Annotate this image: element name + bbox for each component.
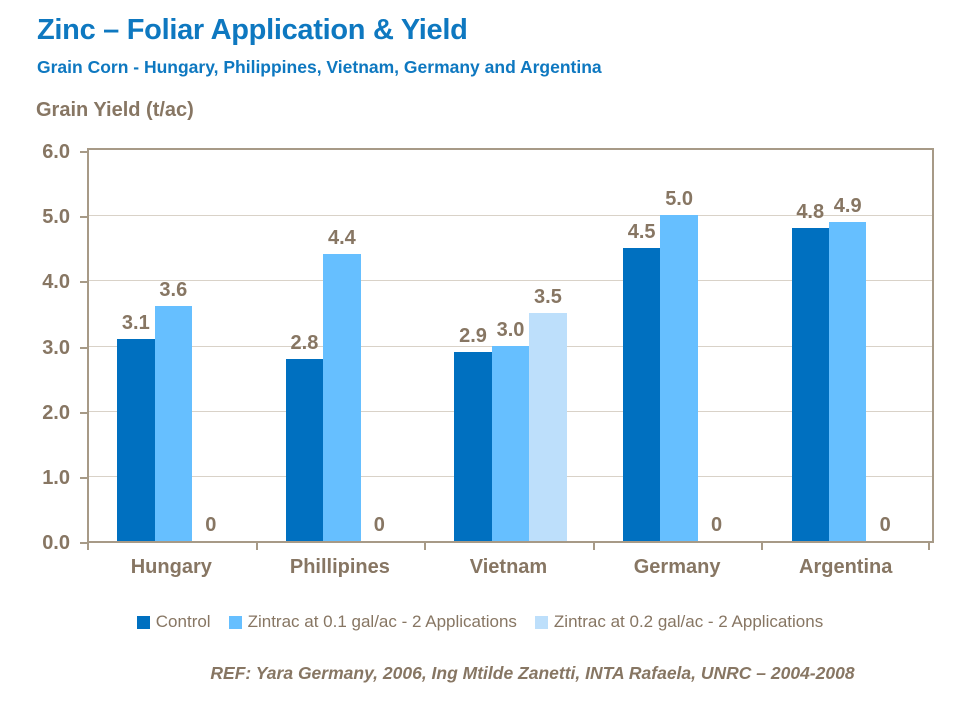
bar-value-label: 0 xyxy=(205,514,217,536)
y-tick-label: 0.0 xyxy=(42,532,70,554)
legend-item-3: Zintrac at 0.2 gal/ac - 2 Applications xyxy=(534,612,824,632)
y-tick-label: 6.0 xyxy=(42,141,70,163)
legend-swatch-icon xyxy=(534,615,548,629)
y-axis: 0.0 1.0 2.0 3.0 4.0 5.0 6.0 xyxy=(0,141,87,554)
x-tick-mark xyxy=(592,543,595,550)
y-tick-mark xyxy=(80,476,87,479)
bar-value-label: 0 xyxy=(373,514,385,536)
y-tick-mark xyxy=(80,216,87,219)
y-tick-label: 4.0 xyxy=(42,271,70,294)
bar-value-label: 0 xyxy=(879,514,891,536)
bar-value-label: 3.0 xyxy=(496,318,525,341)
category-label-hungary: Hungary xyxy=(130,556,212,578)
bar-vietnam-series1 xyxy=(454,352,492,541)
bar-value-label: 2.9 xyxy=(459,325,487,348)
y-axis-title: Grain Yield (t/ac) xyxy=(36,99,194,121)
bar-value-label: 4.8 xyxy=(796,201,825,224)
bar-value-label: 3.5 xyxy=(534,285,562,308)
bar-value-label: 0 xyxy=(711,514,723,536)
bar-argentina-series1 xyxy=(791,228,829,541)
y-tick-mark xyxy=(80,346,87,349)
reference-text: REF: Yara Germany, 2006, Ing Mtilde Zane… xyxy=(210,663,855,683)
category-label-vietnam: Vietnam xyxy=(469,556,548,578)
y-tick-mark xyxy=(80,281,87,284)
bar-value-label: 4.4 xyxy=(327,227,356,250)
bar-vietnam-series2 xyxy=(491,345,530,541)
x-tick-mark xyxy=(255,543,258,550)
bar-value-label: 3.1 xyxy=(121,311,150,334)
bar-hungary-series1 xyxy=(117,338,155,541)
y-tick-label: 2.0 xyxy=(42,401,70,424)
bar-value-label: 4.5 xyxy=(627,220,656,243)
bar-vietnam-series3 xyxy=(529,312,567,541)
bar-phillipines-series1 xyxy=(285,358,324,541)
y-tick-mark xyxy=(80,151,87,153)
category-label-germany: Germany xyxy=(633,556,721,578)
y-tick-mark xyxy=(80,542,87,544)
y-tick-mark xyxy=(80,411,87,414)
y-tick-label: 3.0 xyxy=(42,336,70,359)
legend-label: Control xyxy=(155,612,211,631)
gridline xyxy=(89,280,932,282)
legend-label: Zintrac at 0.2 gal/ac - 2 Applications xyxy=(553,612,824,631)
x-tick-mark xyxy=(87,543,89,550)
y-tick-label: 1.0 xyxy=(42,466,70,489)
page-subtitle: Grain Corn - Hungary, Philippines, Vietn… xyxy=(37,57,602,77)
chart-legend: Control Zintrac at 0.1 gal/ac - 2 Applica… xyxy=(0,608,960,636)
plot-area: 3.1 2.8 2.9 4.5 4.8 3.6 4.4 3.0 5.0 4.9 0 0 3.5 0 0 xyxy=(87,148,934,543)
bar-value-label: 4.9 xyxy=(833,194,862,217)
bar-hungary-series2 xyxy=(154,306,193,541)
legend-swatch-icon xyxy=(136,615,150,629)
bar-value-label: 3.6 xyxy=(159,279,188,302)
x-tick-mark xyxy=(761,543,764,550)
page-title: Zinc – Foliar Application & Yield xyxy=(37,14,468,46)
category-label-phillipines: Phillipines xyxy=(289,556,390,578)
legend-swatch-icon xyxy=(228,615,242,629)
gridline xyxy=(89,215,932,217)
x-tick-mark xyxy=(928,543,930,550)
x-tick-mark xyxy=(424,543,427,550)
bar-value-label: 5.0 xyxy=(665,188,693,211)
y-tick-label: 5.0 xyxy=(42,206,70,229)
legend-label: Zintrac at 0.1 gal/ac - 2 Applications xyxy=(247,612,517,631)
bar-argentina-series2 xyxy=(828,221,867,541)
bar-phillipines-series2 xyxy=(323,254,361,541)
bar-value-label: 2.8 xyxy=(290,331,319,354)
legend-item-1: Control xyxy=(136,612,211,632)
bar-germany-series2 xyxy=(660,215,698,541)
x-axis: Hungary Phillipines Vietnam Germany Argentin… xyxy=(87,543,934,589)
bar-germany-series1 xyxy=(622,247,661,541)
category-label-argentina: Argentina xyxy=(799,556,893,578)
legend-item-2: Zintrac at 0.1 gal/ac - 2 Applications xyxy=(228,612,517,632)
